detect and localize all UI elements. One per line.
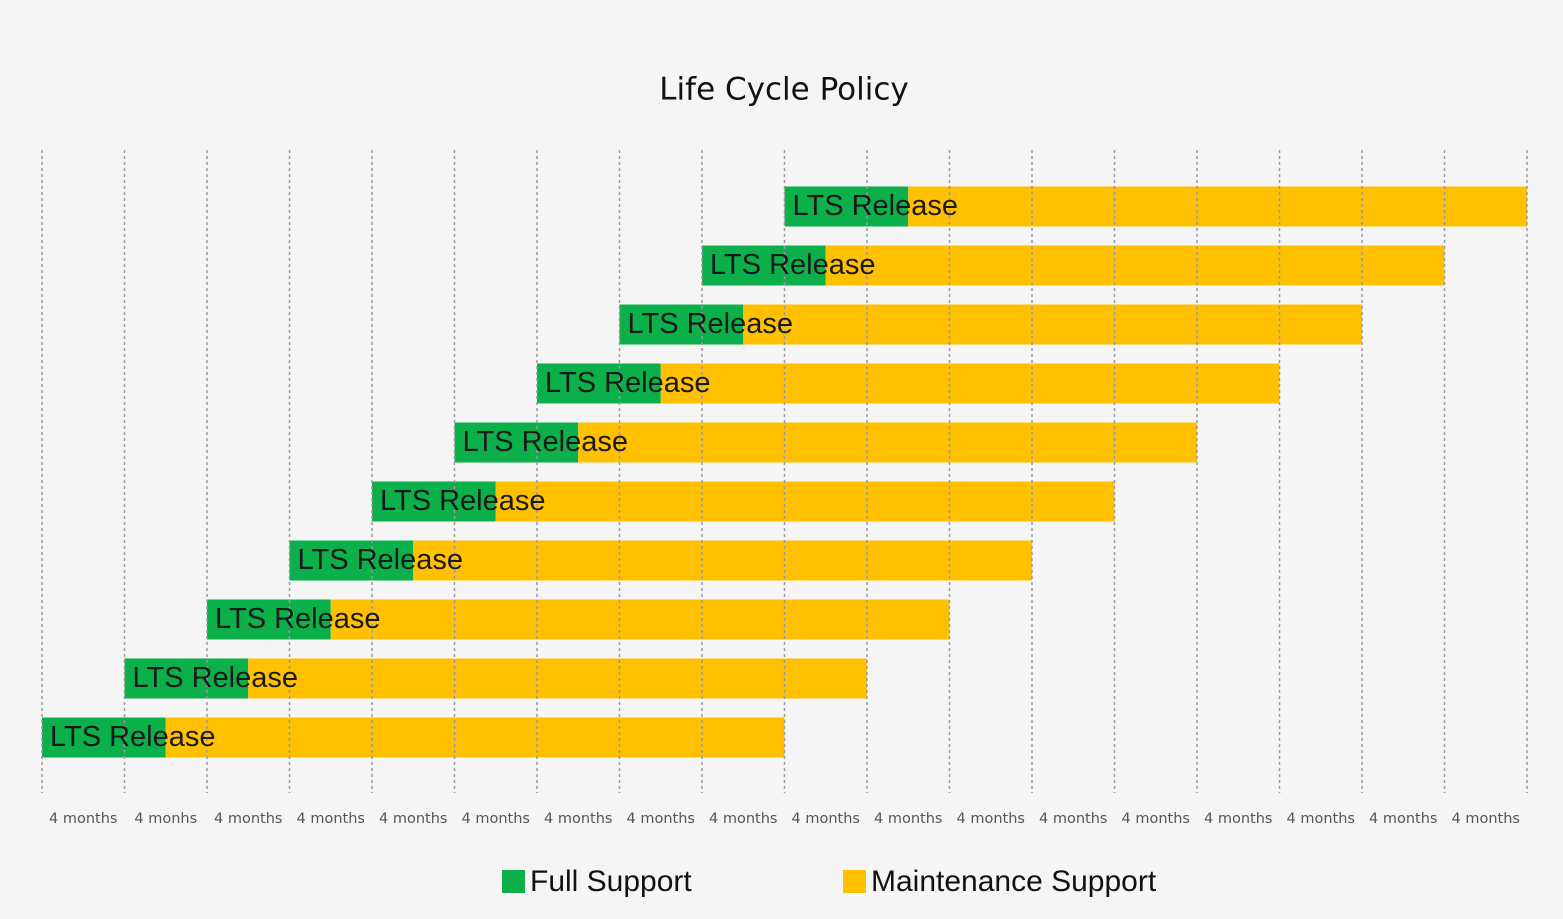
legend-label: Full Support [530,865,692,898]
bar-label: LTS Release [133,662,299,694]
bar-segment [578,422,1197,463]
bar-label: LTS Release [298,544,464,576]
bar-segment [248,658,867,699]
bar-segment [825,245,1445,286]
legend-swatch [502,870,525,893]
interval-label: 4 months [297,811,365,827]
bar-segment [413,540,1032,581]
bar-segment [537,363,661,404]
legend-swatch [843,870,866,893]
interval-label: 4 months [1369,811,1437,827]
bar-label: LTS Release [380,485,546,517]
bar-label: LTS Release [463,426,629,458]
bar-label: LTS Release [215,603,381,635]
bar-segment [743,304,1362,345]
bar-segment [702,245,826,286]
bar-segment [784,186,909,227]
interval-label: 4 months [544,811,612,827]
interval-label: 4 months [379,811,447,827]
interval-label: 4 months [957,811,1025,827]
bar-segment [289,540,414,581]
interval-label: 4 months [1122,811,1190,827]
bar-segment [660,363,1280,404]
bar-segment [165,717,785,758]
bar-segment [619,304,744,345]
interval-label: 4 months [627,811,695,827]
bar-segment [42,717,166,758]
interval-label: 4 months [462,811,530,827]
bar-label: LTS Release [628,308,794,340]
interval-label: 4 months [49,811,117,827]
bar-segment [124,658,249,699]
chart-title: Life Cycle Policy [659,72,908,108]
interval-label: 4 months [1204,811,1272,827]
bar-label: LTS Release [793,190,959,222]
bar-segment [454,422,579,463]
interval-label: 4 months [1287,811,1355,827]
bar-label: LTS Release [710,249,876,281]
bar-segment [330,599,950,640]
interval-label: 4 months [792,811,860,827]
bar-label: LTS Release [50,721,216,753]
interval-label: 4 months [1039,811,1107,827]
interval-label: 4 months [214,811,282,827]
bar-segment [908,186,1527,227]
interval-label: 4 monhs [134,811,197,827]
interval-label: 4 months [874,811,942,827]
interval-label: 4 months [1452,811,1520,827]
legend-label: Maintenance Support [871,865,1157,898]
bar-segment [207,599,331,640]
bar-segment [495,481,1115,522]
interval-label: 4 months [709,811,777,827]
bar-segment [372,481,496,522]
bar-label: LTS Release [545,367,711,399]
